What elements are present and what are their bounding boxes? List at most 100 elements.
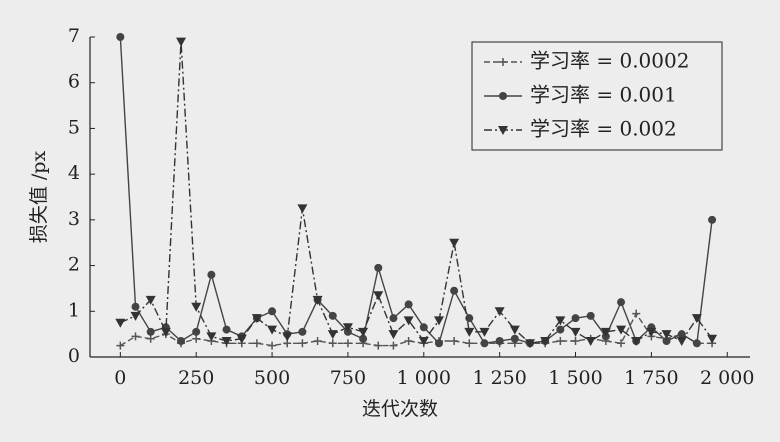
point (403, 316, 414, 326)
point (145, 295, 156, 305)
point (328, 339, 337, 348)
point (116, 33, 125, 41)
y-tick-label: 7 (68, 25, 80, 47)
point (373, 291, 384, 301)
point (465, 339, 474, 348)
point (297, 204, 308, 214)
point (662, 337, 671, 345)
series-line (120, 41, 713, 345)
point (465, 314, 474, 323)
point (631, 337, 642, 346)
legend-label: 学习率 = 0.0002 (530, 49, 689, 73)
point (192, 334, 201, 343)
point (327, 330, 338, 340)
legend-marker (499, 58, 507, 66)
point (646, 327, 657, 337)
point (586, 311, 595, 320)
legend-label: 学习率 = 0.001 (530, 83, 677, 107)
legend-marker (499, 92, 507, 100)
point (495, 337, 504, 345)
point (160, 327, 171, 337)
x-tick-label: 250 (178, 367, 214, 389)
point (342, 323, 353, 333)
point (404, 337, 413, 345)
point (359, 334, 368, 343)
point (268, 307, 277, 316)
y-tick-label: 6 (68, 71, 80, 93)
legend-label: 学习率 = 0.002 (530, 117, 677, 141)
x-tick-label: 1 500 (548, 367, 602, 389)
point (268, 341, 277, 350)
point (267, 325, 278, 335)
point (298, 339, 307, 348)
point (585, 337, 596, 346)
point (221, 337, 232, 346)
point (374, 263, 383, 272)
point (191, 302, 202, 312)
point (661, 330, 672, 340)
point (691, 314, 702, 324)
point (571, 337, 580, 345)
point (676, 337, 687, 346)
point (556, 325, 565, 334)
point (617, 339, 626, 348)
point (480, 339, 489, 348)
point (449, 238, 460, 248)
point (617, 298, 626, 307)
point (146, 334, 155, 343)
point (708, 215, 717, 224)
point (600, 327, 611, 337)
legend: 学习率 = 0.0002 学习率 = 0.001 学习率 = 0.002 (471, 41, 723, 151)
point (130, 311, 141, 321)
x-tick-label: 500 (254, 367, 290, 389)
point (434, 339, 443, 348)
series (115, 37, 718, 349)
y-tick-label: 4 (68, 162, 80, 184)
point (570, 327, 581, 337)
point (389, 314, 398, 323)
point (418, 337, 429, 346)
point (540, 337, 551, 346)
point (556, 337, 565, 345)
point (450, 337, 459, 345)
x-tick-label: 1 250 (472, 367, 526, 389)
point (192, 327, 201, 336)
point (509, 325, 520, 335)
x-tick-label: 0 (114, 367, 126, 389)
point (236, 334, 247, 344)
point (358, 327, 369, 337)
x-axis-label: 迭代次数 (362, 398, 438, 420)
point (632, 309, 641, 318)
point (464, 327, 475, 337)
point (494, 307, 505, 317)
point (313, 337, 322, 345)
point (146, 327, 155, 336)
point (176, 37, 187, 47)
y-tick-label: 5 (68, 116, 80, 138)
y-axis-label: 损失值 /px (28, 151, 50, 244)
point (177, 337, 186, 345)
point (116, 341, 125, 350)
point (298, 327, 307, 336)
point (479, 327, 490, 337)
point (252, 339, 261, 348)
point (555, 316, 566, 326)
point (707, 334, 718, 344)
point (312, 295, 323, 305)
point (207, 270, 216, 279)
point (692, 339, 701, 348)
point (131, 332, 140, 341)
point (282, 332, 293, 342)
y-tick-label: 2 (68, 254, 80, 276)
x-tick-label: 750 (330, 367, 366, 389)
point (374, 341, 383, 350)
point (115, 318, 126, 328)
point (525, 339, 535, 349)
x-tick-label: 1 750 (624, 367, 678, 389)
point (419, 323, 428, 332)
point (450, 286, 459, 295)
y-tick-label: 3 (68, 208, 80, 230)
point (571, 314, 580, 323)
point (388, 330, 399, 340)
